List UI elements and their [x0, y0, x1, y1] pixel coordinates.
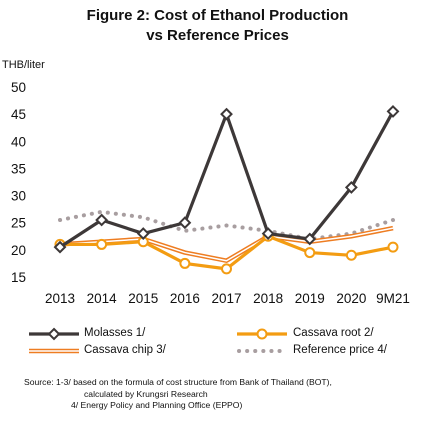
data-point: [304, 247, 316, 259]
data-point: [387, 241, 399, 253]
series-0: [53, 105, 400, 254]
source-line-2: calculated by Krungsri Research: [84, 388, 208, 399]
x-tick-label: 2020: [336, 291, 366, 306]
data-point: [344, 181, 358, 194]
y-axis-unit-label: THB/liter: [2, 59, 45, 71]
x-tick-label: 2015: [128, 291, 158, 306]
x-tick-label: 2018: [253, 291, 283, 306]
series-2: [59, 225, 394, 263]
y-tick-label: 50: [11, 80, 26, 95]
x-axis-ticks: 2013 2014 2015 2016 2017 2018 2019 2020 9M21: [45, 291, 410, 306]
legend-marker-0: [29, 327, 79, 341]
y-tick-label: 25: [11, 216, 26, 231]
chart-title-line-1: Figure 2: Cost of Ethanol Production: [86, 7, 349, 24]
source-line-1: Source: 1-3/ based on the formula of cos…: [24, 377, 332, 387]
series-line-inner: [59, 227, 394, 262]
series-line: [58, 209, 395, 242]
series-3: [58, 209, 395, 242]
data-point: [345, 249, 357, 261]
x-tick-label: 2019: [295, 291, 325, 306]
x-tick-label: 2013: [45, 291, 75, 306]
data-point: [136, 227, 150, 240]
data-point: [261, 227, 275, 240]
y-tick-label: 40: [11, 134, 26, 149]
data-point: [386, 105, 400, 118]
chart-title: Figure 2: Cost of Ethanol Production vs …: [0, 6, 435, 46]
x-tick-label: 2017: [211, 291, 241, 306]
legend-marker-1: [237, 328, 287, 340]
x-tick-label: 2016: [170, 291, 200, 306]
data-point: [179, 257, 191, 269]
data-point: [220, 107, 233, 121]
x-tick-label: 9M21: [376, 291, 410, 306]
data-point: [221, 263, 232, 275]
data-point: [53, 240, 67, 254]
source-line-3: 4/ Energy Policy and Planning Office (EP…: [71, 400, 243, 410]
y-tick-label: 30: [11, 189, 26, 204]
y-tick-label: 20: [11, 243, 26, 258]
data-point: [178, 216, 192, 230]
y-tick-label: 35: [11, 161, 26, 176]
data-point: [303, 232, 317, 246]
data-point: [96, 238, 108, 250]
legend: [29, 327, 287, 354]
x-tick-label: 2014: [87, 291, 118, 306]
source-note: Source: 1-3/ based on the formula of cos…: [20, 377, 420, 412]
data-point: [95, 213, 109, 227]
y-axis-ticks: 15 20 25 30 35 40 45 50: [11, 80, 26, 285]
y-tick-label: 45: [11, 107, 26, 122]
series-layer: [53, 105, 400, 275]
y-tick-label: 15: [11, 270, 26, 285]
series-1: [54, 230, 399, 275]
chart-title-line-2: vs Reference Prices: [146, 27, 289, 44]
